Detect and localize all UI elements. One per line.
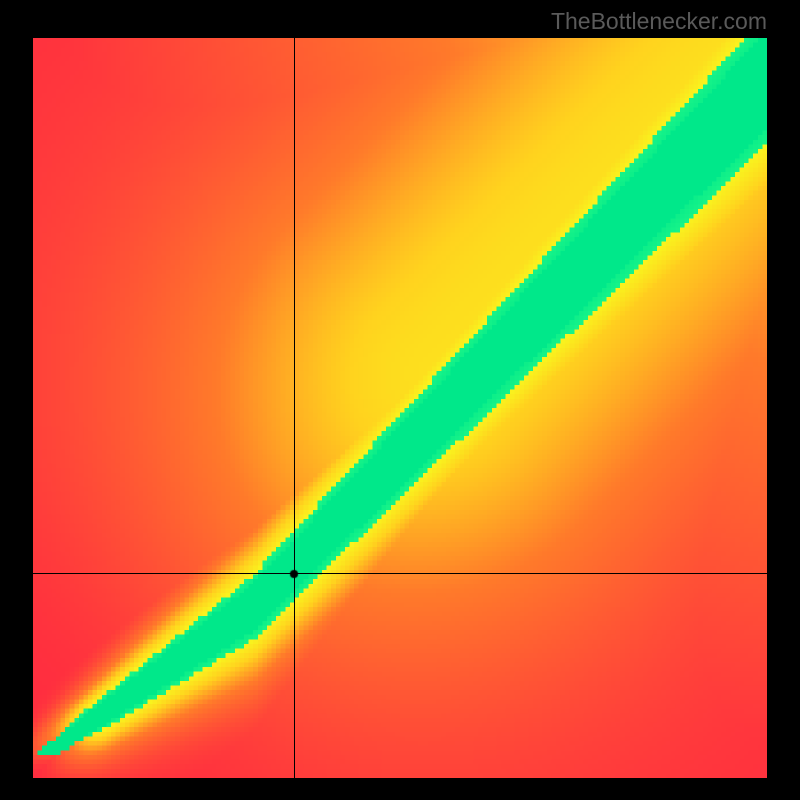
chart-container: TheBottlenecker.com bbox=[0, 0, 800, 800]
watermark-text: TheBottlenecker.com bbox=[551, 8, 767, 35]
crosshair-vertical bbox=[294, 38, 295, 778]
crosshair-marker bbox=[289, 569, 299, 579]
crosshair-horizontal bbox=[33, 573, 767, 574]
bottleneck-heatmap bbox=[33, 38, 767, 778]
